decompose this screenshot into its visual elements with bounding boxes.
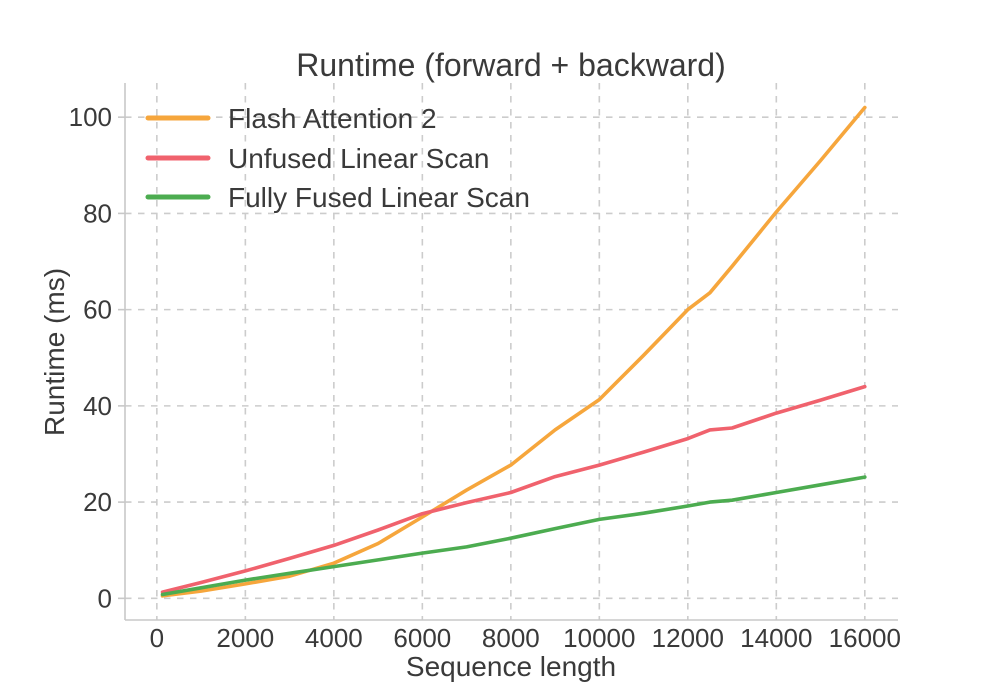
y-tick-labels: 0 20 40 60 80 100 xyxy=(69,102,112,613)
x-tick-labels: 0 2000 4000 6000 8000 10000 12000 14000 16000 xyxy=(150,623,901,653)
x-tick-label: 2000 xyxy=(216,623,274,653)
tick-marks xyxy=(118,116,125,600)
x-tick-label: 8000 xyxy=(482,623,540,653)
x-tick-label: 14000 xyxy=(740,623,812,653)
x-tick-label: 16000 xyxy=(829,623,901,653)
x-axis-label: Sequence length xyxy=(406,651,616,682)
y-tick-label: 60 xyxy=(83,295,112,325)
x-tick-label: 10000 xyxy=(563,623,635,653)
y-tick-label: 0 xyxy=(98,583,112,613)
legend-item-fully-fused-linear-scan: Fully Fused Linear Scan xyxy=(145,182,530,213)
chart-title: Runtime (forward + backward) xyxy=(296,47,725,83)
series-lines xyxy=(160,105,867,598)
gridlines xyxy=(125,83,898,620)
legend-item-flash-attention-2: Flash Attention 2 xyxy=(145,103,437,134)
y-tick-label: 80 xyxy=(83,198,112,228)
x-tick-label: 12000 xyxy=(652,623,724,653)
x-tick-label: 0 xyxy=(150,623,164,653)
legend-label-unfused-linear-scan: Unfused Linear Scan xyxy=(228,143,490,174)
x-tick-label: 4000 xyxy=(305,623,363,653)
y-tick-label: 100 xyxy=(69,102,112,132)
y-tick-label: 40 xyxy=(83,391,112,421)
series-line-unfused-linear-scan xyxy=(160,384,867,594)
legend: Flash Attention 2 Unfused Linear Scan Fu… xyxy=(145,103,530,213)
legend-item-unfused-linear-scan: Unfused Linear Scan xyxy=(145,143,490,174)
series-line-fully-fused-linear-scan xyxy=(160,475,867,597)
y-tick-label: 20 xyxy=(83,487,112,517)
legend-label-fully-fused-linear-scan: Fully Fused Linear Scan xyxy=(228,182,530,213)
legend-label-flash-attention-2: Flash Attention 2 xyxy=(228,103,437,134)
y-axis-label: Runtime (ms) xyxy=(39,268,70,436)
x-tick-label: 6000 xyxy=(393,623,451,653)
series-line-flash-attention-2 xyxy=(160,105,867,598)
